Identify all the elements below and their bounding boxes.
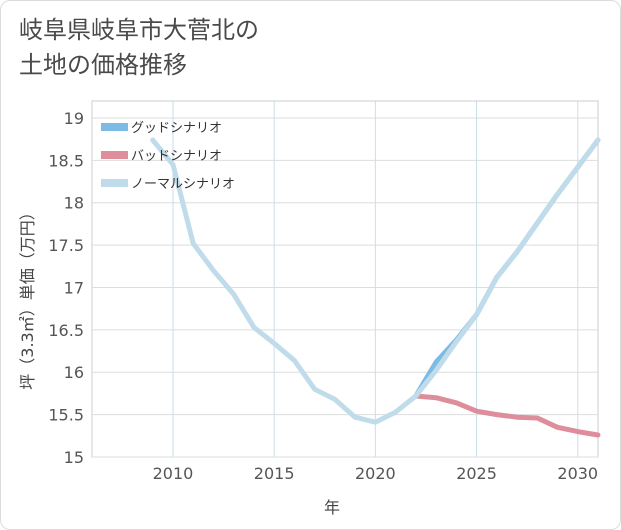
chart-title-line-2: 土地の価格推移 xyxy=(19,51,187,79)
legend-item-2[interactable]: ノーマルシナリオ xyxy=(101,177,235,192)
y-tick-label: 18.5 xyxy=(48,151,84,170)
legend-swatch xyxy=(101,179,128,187)
legend-swatch xyxy=(101,123,128,131)
legend-label: バッドシナリオ xyxy=(131,149,222,164)
y-axis-label: 坪（3.3㎡）単価（万円） xyxy=(18,204,37,389)
series-lines xyxy=(150,137,601,438)
x-tick-label: 2020 xyxy=(355,464,396,483)
y-tick-label: 15.5 xyxy=(48,406,84,425)
x-tick-label: 2015 xyxy=(254,464,295,483)
y-tick-label: 15 xyxy=(64,448,84,467)
legend-item-0[interactable]: グッドシナリオ xyxy=(101,121,222,136)
tick-labels: 15 15.5 16 16.5 17 17.5 18 18.5 19 2010 2015 2020 20… xyxy=(48,109,598,483)
y-tick-label: 17.5 xyxy=(48,236,84,255)
y-tick-label: 19 xyxy=(64,109,84,128)
series-line-2 xyxy=(150,137,601,425)
y-tick-label: 16 xyxy=(64,363,84,382)
chart-title-line-1: 岐阜県岐阜市大菅北の xyxy=(19,16,259,44)
x-tick-label: 2010 xyxy=(153,464,194,483)
x-tick-label: 2030 xyxy=(557,464,598,483)
legend-label: ノーマルシナリオ xyxy=(131,177,235,192)
y-tick-label: 16.5 xyxy=(48,321,84,340)
legend-swatch xyxy=(101,151,128,159)
chart-title: 岐阜県岐阜市大菅北の 土地の価格推移 xyxy=(19,13,259,83)
x-axis-label: 年 xyxy=(324,498,340,517)
x-tick-label: 2025 xyxy=(456,464,497,483)
legend-item-1[interactable]: バッドシナリオ xyxy=(101,149,222,164)
legend-label: グッドシナリオ xyxy=(131,121,222,136)
series-line-1 xyxy=(413,393,601,438)
y-tick-label: 18 xyxy=(64,194,84,213)
y-tick-label: 17 xyxy=(64,278,84,297)
